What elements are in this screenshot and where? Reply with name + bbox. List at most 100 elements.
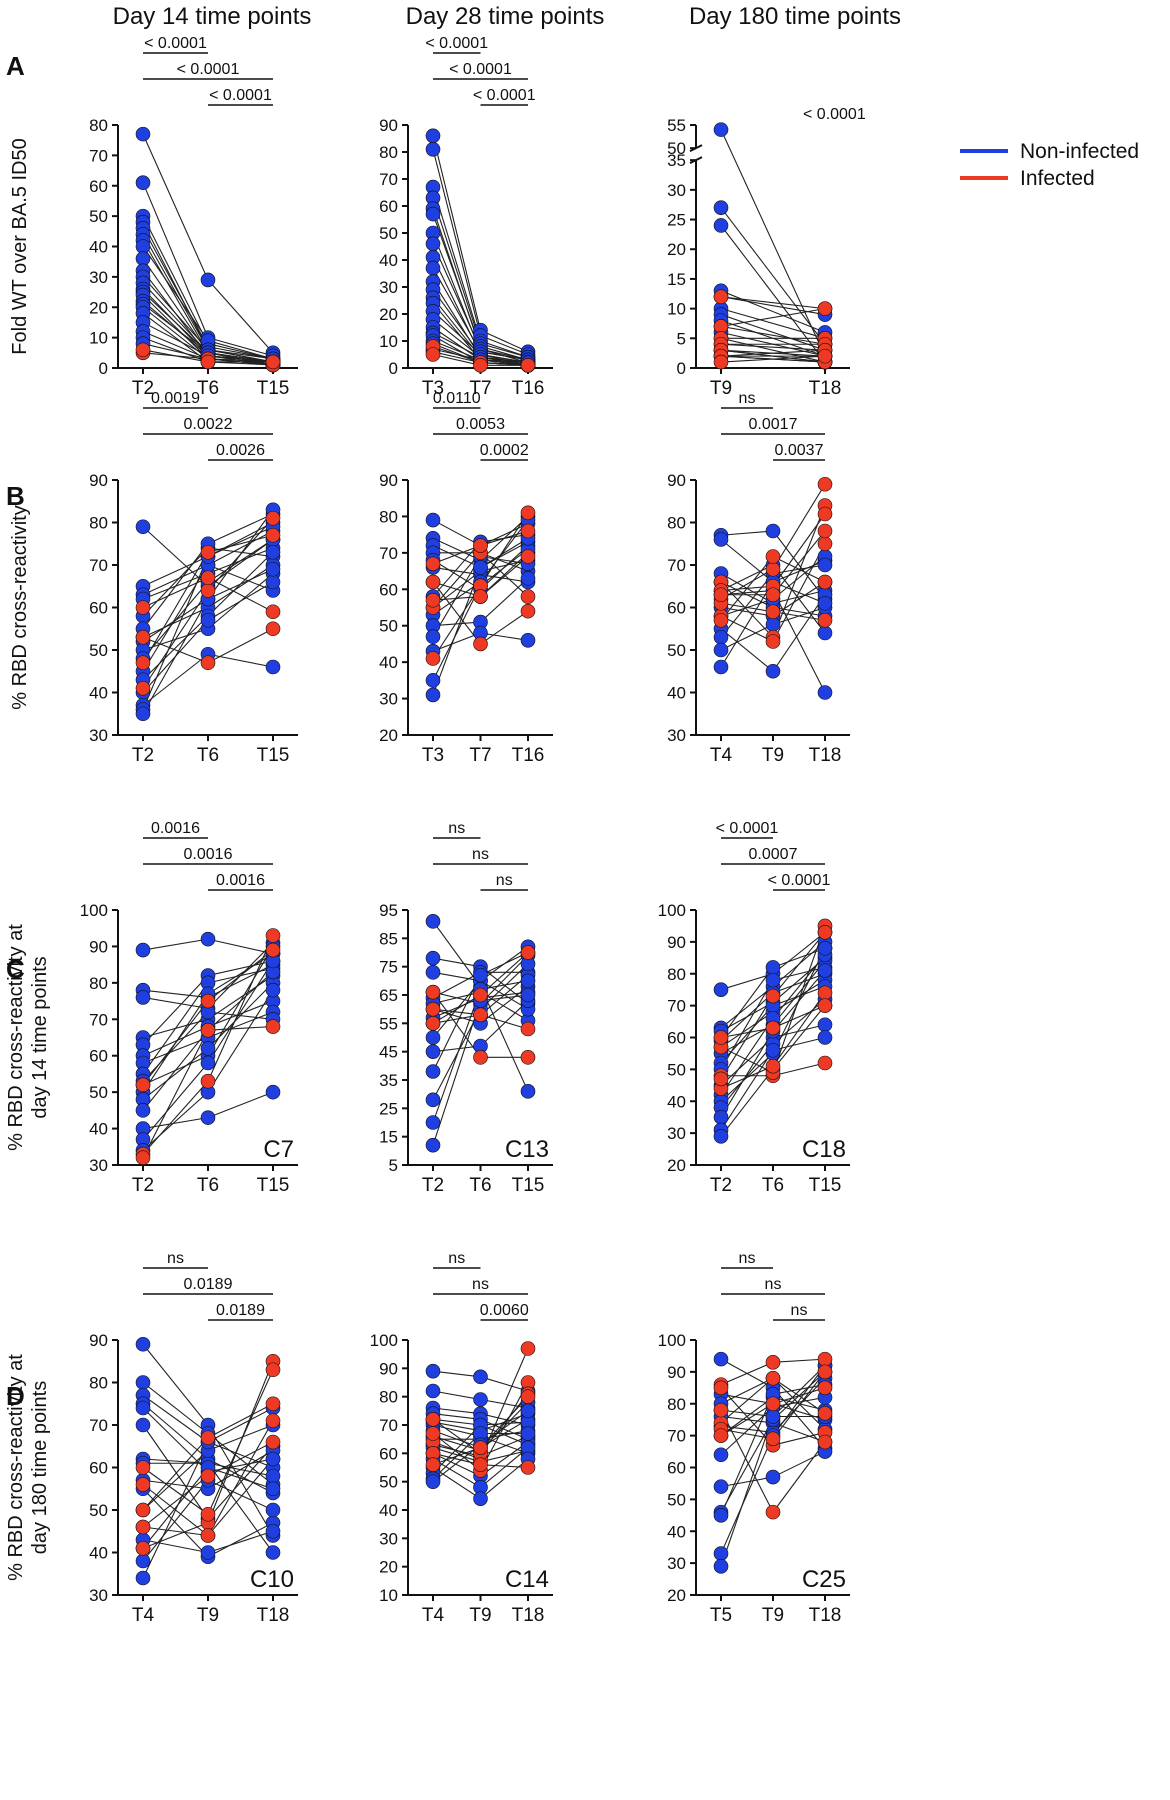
y-tick-label-a2-20: 20 [379,305,398,324]
point-non-infected-b2-13-t3 [425,673,441,688]
point-infected-c3-3-t6 [765,1020,781,1036]
pair-line-a2-0-19-0 [432,340,481,361]
point-non-infected-c2-1-t2 [425,950,441,966]
point-infected-c2-1-t6 [473,1007,488,1023]
pair-line-d2-1-0-0 [432,1441,481,1460]
cohort-label-d3: C25 [802,1566,846,1593]
pair-line-c3-0-15-0 [720,1069,774,1137]
pair-line-c3-1-3-0 [720,1027,774,1039]
point-non-infected-c2-12-t2 [425,1092,441,1108]
pair-line-b1-0-15-0 [142,598,209,715]
panel-letter-c: C [6,954,25,984]
p-value-c1-0: 0.0016 [151,820,200,837]
point-infected-b2-3-t7 [473,538,488,553]
pair-line-a3-0-0-0 [720,129,826,357]
pair-line-d1-1-2-0 [142,1437,209,1511]
point-infected-b3-3-t18 [817,506,833,522]
point-non-infected-b2-14-t7 [473,560,488,575]
point-infected-d3-2-t9 [765,1370,781,1386]
pair-line-a1-0-0-0 [142,133,209,281]
point-infected-b1-2-t2 [135,600,151,615]
point-infected-a3-0-t9 [713,289,729,305]
x-tick-label-b2-t3: T3 [422,745,444,766]
y-axis-label-a1: Fold WT over BA.5 ID50 [9,138,31,354]
pair-line-c3-0-0-0 [720,973,774,991]
point-non-infected-b1-15-t2 [135,706,151,722]
point-non-infected-d1-1-t4 [135,1375,151,1390]
y-tick-label-b1-90: 90 [89,471,108,490]
pair-line-c1-0-15-0 [142,1091,209,1151]
y-tick-label-c1-50: 50 [89,1083,108,1102]
point-non-infected-c2-13-t2 [425,1115,441,1130]
point-infected-a1-1-t15 [265,354,281,370]
p-value-a2-0: < 0.0001 [425,35,488,52]
y-tick-label-a3-55: 55 [667,116,686,135]
p-value-b1-0: 0.0019 [151,390,200,407]
y-tick-label-c1-40: 40 [89,1120,108,1139]
p-value-c2-1: ns [472,846,489,863]
pair-line-a3-0-11-0 [720,343,826,351]
point-infected-d1-0-t4 [135,1540,151,1556]
pair-line-d2-1-2-0 [432,1418,481,1454]
x-tick-label-b3-t4: T4 [710,745,733,766]
pair-line-c3-0-0-1 [772,931,826,975]
y-tick-label-b2-70: 70 [379,544,398,563]
series-infected-b2 [425,505,536,666]
pair-line-d1-0-12-0 [142,1539,209,1554]
pair-line-b3-1-1-1 [772,505,826,638]
pair-line-b2-0-14-0 [432,567,482,696]
point-non-infected-c3-9-t15 [817,1017,833,1033]
point-non-infected-d3-12-t5 [713,1559,729,1574]
y-tick-label-b2-50: 50 [379,617,398,636]
y-tick-label-a2-10: 10 [379,332,398,351]
point-infected-d2-2-t4 [425,1412,441,1427]
pair-line-b1-1-0-1 [207,517,274,591]
pair-line-a2-0-14-0 [432,310,481,355]
pair-line-a2-0-11-0 [432,289,481,355]
pair-line-b2-1-1-1 [480,610,529,645]
pair-line-d1-0-13-0 [142,1467,209,1549]
pair-line-d1-1-4-1 [207,1441,274,1477]
y-tick-label-d2-90: 90 [379,1359,398,1378]
point-infected-c1-1-t15 [265,1019,281,1034]
y-tick-label-a3-0: 0 [677,359,686,378]
pair-line-c1-1-0-0 [142,1080,209,1155]
pair-line-d1-0-14-1 [207,1479,274,1511]
point-non-infected-a3-1-t9 [713,200,729,215]
point-non-infected-d3-7-t5 [713,1447,729,1463]
pair-line-c2-1-2-1 [480,952,529,996]
point-infected-c3-4-t15 [817,925,833,940]
x-tick-label-a2-t16: T16 [512,378,545,399]
y-tick-label-c2-45: 45 [379,1043,398,1062]
y-tick-label-a1-10: 10 [89,329,108,348]
y-axis-label-d1: % RBD cross-reactivity at day 180 time po… [5,1354,51,1581]
pair-line-d1-0-8-1 [207,1450,274,1490]
point-non-infected-a1-0-t2 [135,126,151,142]
pair-line-d1-1-2-1 [207,1403,274,1439]
pair-line-b2-0-13-0 [432,585,481,681]
pair-line-b1-0-15-1 [207,568,274,600]
point-non-infected-d2-1-t9 [473,1392,488,1407]
point-infected-b2-4-t3 [425,592,441,608]
p-value-d1-2: 0.0189 [216,1302,265,1319]
point-infected-d3-3-t9 [765,1431,781,1447]
x-tick-label-d2-t18: T18 [512,1605,545,1626]
pair-line-c3-0-3-0 [720,967,774,1038]
pair-line-d1-0-0-0 [142,1343,209,1426]
p-value-b3-2: 0.0037 [775,442,824,459]
point-non-infected-c2-14-t2 [425,1137,441,1153]
pair-line-d2-0-10-1 [480,1435,529,1457]
pair-line-d2-0-14-0 [432,1467,481,1500]
pair-line-c1-0-6-1 [207,1011,274,1039]
pair-line-a1-0-10-0 [142,276,209,351]
pair-line-c1-0-1-0 [142,989,209,998]
pair-line-d3-1-4-0 [720,1403,774,1437]
point-infected-d1-4-t4 [135,1519,151,1535]
y-tick-label-b3-90: 90 [667,471,686,490]
point-non-infected-c1-0-t6 [200,931,216,947]
point-non-infected-a3-2-t9 [713,218,729,233]
point-non-infected-b3-5-t18 [817,685,833,700]
pair-line-b2-0-4-0 [432,559,481,590]
